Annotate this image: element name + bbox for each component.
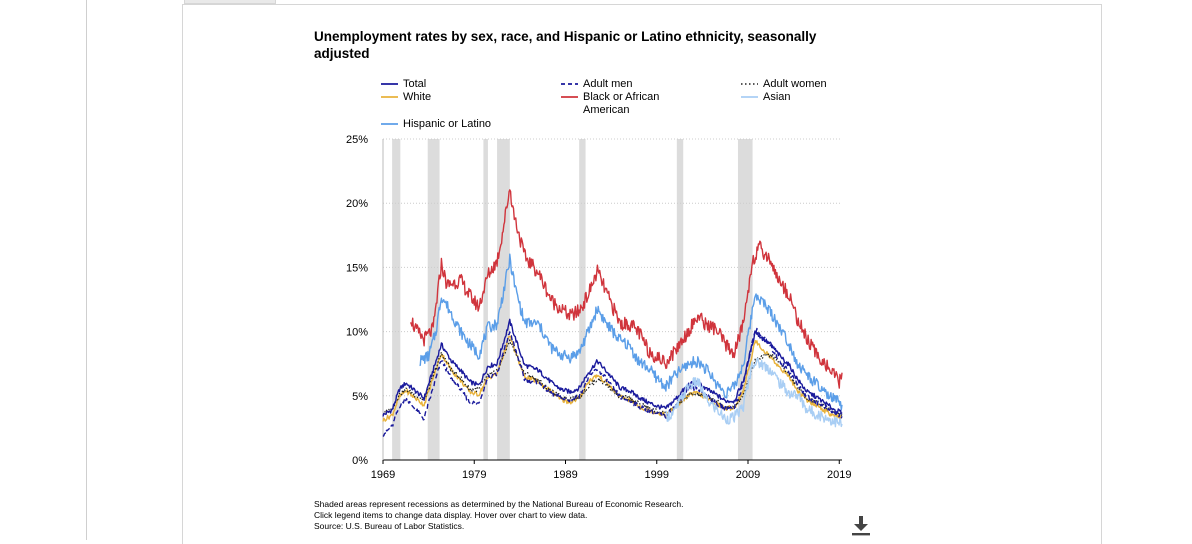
recession-band-5: [676, 139, 684, 460]
y-tick-label-1: 5%: [352, 391, 368, 403]
legend-item-black[interactable]: Black or African American: [561, 91, 683, 117]
legend-label-white: White: [403, 91, 432, 103]
series-line-adult-women[interactable]: [382, 339, 843, 417]
page-left-rule: [86, 0, 87, 540]
legend-label-black: Black or African American: [583, 91, 660, 116]
legend-item-adult-women[interactable]: Adult women: [741, 78, 827, 91]
legend-label-asian: Asian: [763, 91, 791, 103]
legend-swatch-adult-women: [741, 83, 758, 85]
legend-label-adult-women: Adult women: [763, 78, 827, 90]
recession-shading: [392, 139, 753, 460]
legend-item-total[interactable]: Total: [381, 78, 426, 91]
x-tick-label-1: 1979: [462, 469, 486, 481]
chart-axes: 0% 5% 10% 15% 20% 25% 1969 1979 1989 1999 2009 2019: [346, 134, 852, 481]
recession-band-6: [737, 139, 753, 460]
series-line-black-or-african-american[interactable]: [409, 189, 843, 389]
series-line-adult-men[interactable]: [382, 327, 843, 437]
recession-band-2: [483, 139, 488, 460]
x-tick-label-5: 2019: [827, 469, 851, 481]
legend-swatch-asian: [741, 96, 758, 98]
y-tick-label-3: 15%: [346, 262, 368, 274]
recession-band-0: [392, 139, 401, 460]
recession-band-1: [427, 139, 440, 460]
series-line-hispanic-or-latino[interactable]: [419, 253, 843, 411]
x-tick-label-4: 2009: [736, 469, 760, 481]
legend-swatch-hispanic: [381, 123, 398, 125]
download-icon[interactable]: [850, 514, 872, 536]
legend-swatch-white: [381, 96, 398, 98]
series-line-total[interactable]: [382, 318, 843, 417]
legend-item-white[interactable]: White: [381, 91, 431, 104]
chart-panel: [182, 4, 1102, 544]
chart-series: [382, 189, 843, 437]
legend-swatch-black: [561, 96, 578, 98]
recession-band-4: [579, 139, 586, 460]
legend-item-asian[interactable]: Asian: [741, 91, 791, 104]
x-tick-label-2: 1989: [553, 469, 577, 481]
x-tick-label-3: 1999: [645, 469, 669, 481]
y-tick-label-5: 25%: [346, 134, 368, 146]
chart-title: Unemployment rates by sex, race, and His…: [314, 29, 817, 61]
tab-stub[interactable]: [184, 0, 276, 4]
legend-label-adult-men: Adult men: [583, 78, 633, 90]
legend-swatch-total: [381, 83, 398, 85]
legend-label-hispanic: Hispanic or Latino: [403, 118, 492, 130]
series-line-asian[interactable]: [665, 357, 843, 428]
note-recessions: Shaded areas represent recessions as det…: [314, 499, 684, 509]
y-tick-label-4: 20%: [346, 198, 368, 210]
legend-swatch-adult-men: [561, 83, 578, 85]
x-tick-label-0: 1969: [371, 469, 395, 481]
y-tick-label-2: 10%: [346, 327, 368, 339]
note-instructions: Click legend items to change data displa…: [314, 510, 588, 520]
note-source: Source: U.S. Bureau of Labor Statistics.: [314, 521, 465, 531]
y-tick-label-0: 0%: [352, 455, 368, 467]
legend-label-total: Total: [403, 78, 427, 90]
legend-item-adult-men[interactable]: Adult men: [561, 78, 633, 91]
legend-item-hispanic[interactable]: Hispanic or Latino: [381, 118, 491, 131]
